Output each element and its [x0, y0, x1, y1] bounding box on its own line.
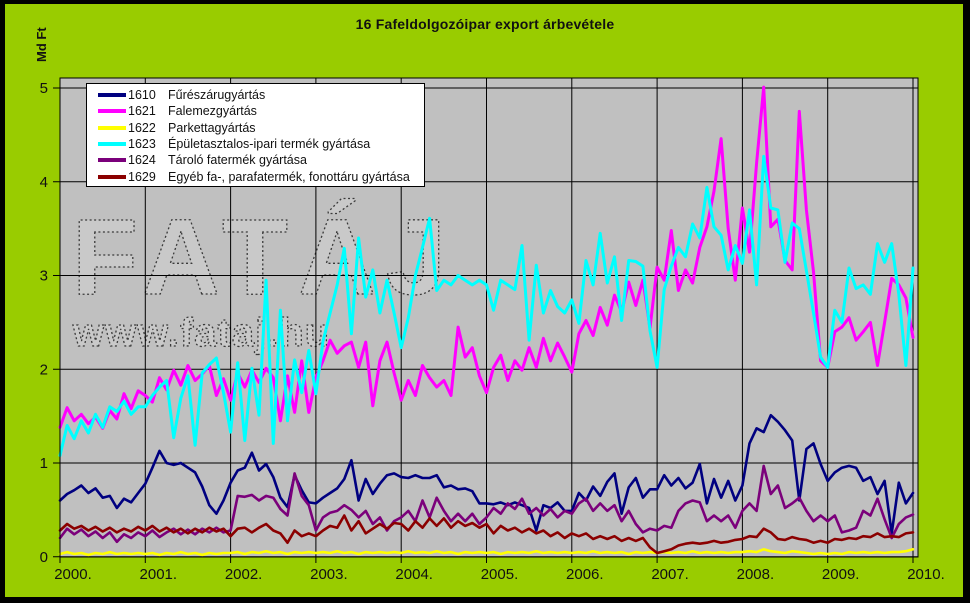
y-tick-label: 4 — [40, 174, 48, 191]
chart-title: 16 Fafeldolgozóipar export árbevétele — [355, 16, 615, 32]
x-tick-label: 2004. — [395, 566, 433, 583]
series-line-1622 — [58, 547, 915, 557]
x-tick-label: 2006. — [566, 566, 604, 583]
legend-swatch — [98, 125, 126, 130]
legend-code: 1622 — [128, 120, 156, 135]
legend-label: Épületasztalos-ipari termék gyártása — [168, 137, 371, 152]
legend-item: 1621 Falemezgyártás — [87, 103, 424, 119]
plot-area-border — [59, 77, 919, 558]
x-tick-label: 2009. — [822, 566, 860, 583]
x-tick-label: 2002. — [225, 566, 263, 583]
legend-label: Tároló fatermék gyártása — [168, 153, 307, 168]
legend-code: 1610 — [128, 88, 156, 103]
axis-tick-labels: 0 1 2 3 4 5 2000. 2001. 2002. 2003. 2004. 2005. 2006… — [40, 80, 945, 583]
y-tick-label: 0 — [40, 549, 48, 566]
y-tick-label: 2 — [40, 361, 48, 378]
x-tick-label: 2003. — [310, 566, 348, 583]
legend-label: Parkettagyártás — [168, 120, 256, 135]
legend-item: 1629 Egyéb fa-, parafatermék, fonottáru g… — [87, 168, 424, 184]
series-line-1623 — [58, 154, 915, 457]
legend-item: 1624 Tároló fatermék gyártása — [87, 152, 424, 168]
watermark-url-text: www.fataj.hu — [72, 311, 330, 355]
legend-box: 1610 Fűrészárugyártás 1621 Falemezgyártás 16… — [86, 83, 425, 187]
x-tick-label: 2007. — [651, 566, 689, 583]
series-line-1610 — [58, 413, 915, 535]
legend-swatch — [98, 109, 126, 114]
y-axis-title: Md Ft — [34, 27, 49, 62]
series-lines — [58, 85, 915, 557]
legend-code: 1623 — [128, 137, 156, 152]
legend-swatch — [98, 93, 126, 98]
legend-code: 1621 — [128, 104, 156, 119]
legend-code: 1624 — [128, 153, 156, 168]
x-tick-label: 2008. — [737, 566, 775, 583]
legend-swatch — [98, 158, 126, 163]
legend-item: 1622 Parkettagyártás — [87, 120, 424, 136]
y-tick-label: 3 — [40, 268, 48, 285]
y-tick-label: 5 — [40, 80, 48, 97]
y-tick-label: 1 — [40, 455, 48, 472]
legend-label: Falemezgyártás — [168, 104, 257, 119]
legend-label: Fűrészárugyártás — [168, 88, 266, 103]
legend-swatch — [98, 174, 126, 179]
x-tick-label: 2005. — [481, 566, 519, 583]
legend-swatch — [98, 142, 126, 147]
x-tick-label: 2001. — [140, 566, 178, 583]
series-line-1629 — [58, 514, 915, 555]
legend-item: 1610 Fűrészárugyártás — [87, 87, 424, 103]
legend-item: 1623 Épületasztalos-ipari termék gyártása — [87, 136, 424, 152]
x-tick-label: 2000. — [54, 566, 92, 583]
x-tick-label: 2010. — [907, 566, 945, 583]
legend-code: 1629 — [128, 169, 156, 184]
series-line-1624 — [58, 464, 915, 544]
legend-label: Egyéb fa-, parafatermék, fonottáru gyárt… — [168, 169, 410, 184]
